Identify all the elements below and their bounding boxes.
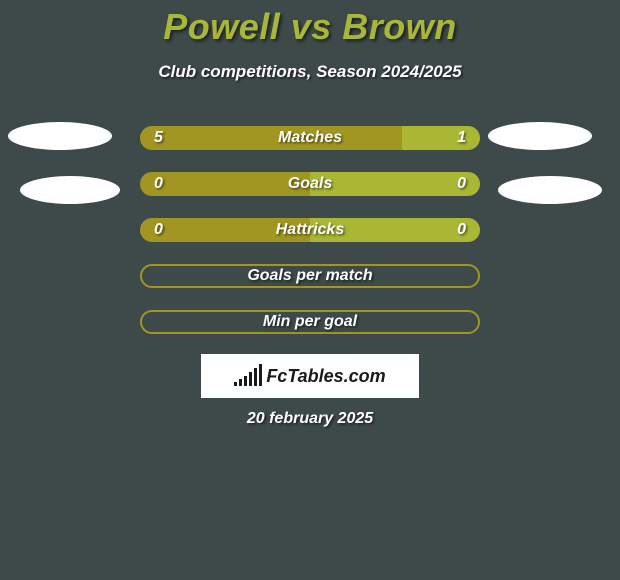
bar-left-segment (140, 218, 310, 242)
stat-label: Goals per match (142, 267, 478, 285)
stat-bar-goals: Goals00 (140, 172, 480, 196)
stat-label: Min per goal (142, 313, 478, 331)
logo-text: FcTables.com (266, 366, 385, 387)
bar-right-segment (402, 126, 480, 150)
comparison-infographic: Powell vs Brown Club competitions, Seaso… (0, 0, 620, 580)
date-label: 20 february 2025 (0, 410, 620, 428)
player-placeholder-right-2 (488, 122, 592, 150)
logo-bar-segment (259, 364, 262, 386)
logo-bar-segment (249, 372, 252, 386)
bar-right-segment (310, 172, 480, 196)
stat-bar-goals-per-match: Goals per match (140, 264, 480, 288)
player-placeholder-left-1 (20, 176, 120, 204)
player-placeholder-right-3 (498, 176, 602, 204)
logo-bar-segment (234, 382, 237, 386)
page-title: Powell vs Brown (0, 6, 620, 48)
subtitle: Club competitions, Season 2024/2025 (0, 62, 620, 82)
bar-left-segment (140, 172, 310, 196)
logo-bar-segment (239, 379, 242, 386)
player-placeholder-left-0 (8, 122, 112, 150)
fctables-logo: FcTables.com (201, 354, 419, 398)
logo-bars-icon (234, 366, 262, 386)
logo-bar-segment (254, 368, 257, 386)
stat-bar-min-per-goal: Min per goal (140, 310, 480, 334)
logo-bar-segment (244, 376, 247, 386)
bar-left-segment (140, 126, 402, 150)
stat-bar-matches: Matches51 (140, 126, 480, 150)
stat-bar-hattricks: Hattricks00 (140, 218, 480, 242)
bar-right-segment (310, 218, 480, 242)
